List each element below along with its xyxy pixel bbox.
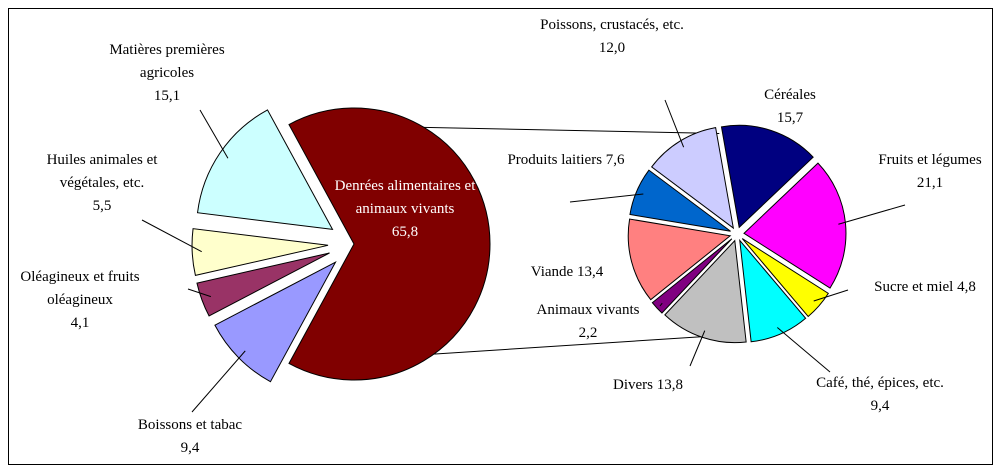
- pie-slice: [743, 162, 847, 289]
- leader-line: [569, 193, 644, 203]
- slice-label: Divers 13,8: [588, 374, 708, 397]
- leader-line: [689, 330, 706, 367]
- value-label: 12,0: [598, 40, 626, 56]
- category-name: Café, thé, épices, etc.: [816, 375, 944, 391]
- slice-label: Café, thé, épices, etc. 9,4: [813, 372, 948, 418]
- pie-slice: [196, 109, 334, 230]
- value-label: 9,4: [180, 440, 200, 456]
- category-name: Denrées alimentaires et animaux vivants: [334, 178, 476, 217]
- value-label: 15,1: [153, 88, 181, 104]
- slice-label: Viande 13,4: [507, 261, 627, 284]
- category-name: Huiles animales et végétales, etc.: [46, 152, 158, 191]
- pie-slice: [196, 252, 330, 317]
- category-name: Divers: [613, 377, 653, 393]
- leader-line: [813, 289, 849, 302]
- frame: [8, 8, 993, 465]
- pie-slice: [627, 218, 732, 301]
- category-name: Matières premières agricoles: [109, 42, 225, 81]
- leader-line: [838, 204, 906, 225]
- slice-label: Matières premières agricoles 15,1: [92, 39, 242, 108]
- pie-slice: [741, 238, 830, 318]
- pie-slice: [629, 169, 731, 232]
- leader-line: [191, 350, 246, 413]
- slice-label: Huiles animales et végétales, etc. 5,5: [32, 149, 172, 218]
- slice-label: Fruits et légumes 21,1: [855, 149, 1001, 195]
- category-name: Fruits et légumes: [878, 152, 982, 168]
- category-name: Animaux vivants: [536, 302, 640, 318]
- value-label: 13,4: [576, 264, 604, 280]
- value-label: 65,8: [391, 224, 419, 240]
- pie-slice: [288, 107, 491, 381]
- pie-slice: [739, 238, 807, 343]
- category-name: Boissons et tabac: [137, 417, 243, 433]
- category-name: Céréales: [764, 87, 816, 103]
- slice-label: Céréales 15,7: [730, 84, 850, 130]
- leader-line: [199, 109, 229, 159]
- value-label: 15,7: [776, 110, 804, 126]
- value-label: 4,1: [70, 315, 90, 331]
- leader-line: [187, 288, 212, 298]
- leader-line: [664, 99, 685, 148]
- category-name: Sucre et miel: [874, 279, 954, 295]
- pie-slice: [720, 124, 814, 229]
- value-label: 4,8: [957, 279, 976, 295]
- category-name: Oléagineux et fruits oléagineux: [20, 269, 140, 308]
- value-label: 2,2: [578, 325, 598, 341]
- slice-label: Oléagineux et fruits oléagineux 4,1: [15, 266, 145, 335]
- pie-slice: [191, 228, 329, 277]
- pie-slice: [650, 127, 735, 230]
- leader-line: [141, 219, 202, 253]
- slice-label: Denrées alimentaires et animaux vivants 6…: [323, 175, 488, 244]
- pie-slice: [651, 238, 733, 314]
- value-label: 5,5: [92, 198, 112, 214]
- category-name: Produits laitiers: [507, 152, 603, 168]
- leader-line: [777, 327, 831, 373]
- value-label: 9,4: [870, 398, 890, 414]
- leader-line: [659, 302, 663, 307]
- category-name: Viande: [530, 264, 574, 280]
- slice-label: Produits laitiers 7,6: [486, 149, 646, 172]
- value-label: 21,1: [916, 175, 944, 191]
- slice-label: Poissons, crustacés, etc. 12,0: [527, 14, 697, 60]
- value-label: 13,8: [656, 377, 683, 393]
- slice-label: Sucre et miel 4,8: [845, 276, 1001, 299]
- slice-label: Animaux vivants 2,2: [518, 299, 658, 345]
- slice-label: Boissons et tabac 9,4: [90, 414, 290, 460]
- pie-slice: [664, 239, 747, 344]
- value-label: 7,6: [605, 152, 625, 168]
- category-name: Poissons, crustacés, etc.: [540, 17, 684, 33]
